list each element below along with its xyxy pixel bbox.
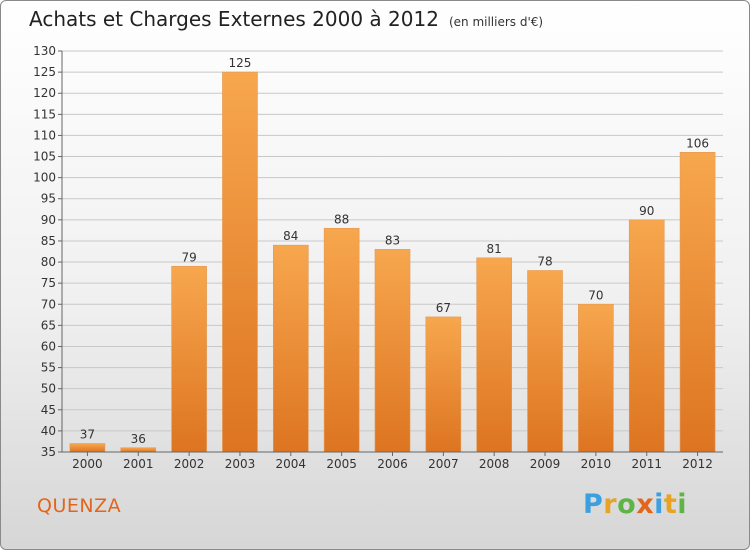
y-tick-label: 45 [41,403,56,417]
y-tick-label: 70 [41,297,56,311]
x-tick-label: 2002 [174,457,205,471]
x-tick-label: 2000 [72,457,103,471]
bar-value-label: 125 [229,56,252,70]
bar [476,257,512,453]
x-tick-label: 2004 [276,457,307,471]
y-tick-label: 95 [41,192,56,206]
bar [273,244,309,453]
y-tick-label: 130 [33,44,56,58]
y-tick-label: 105 [33,150,56,164]
x-tick-label: 2007 [428,457,459,471]
x-tick-label: 2005 [326,457,357,471]
bar-value-label: 90 [639,204,654,218]
y-tick-label: 125 [33,65,56,79]
bar-value-label: 79 [181,250,196,264]
y-tick-label: 65 [41,318,56,332]
bar-value-label: 78 [537,254,552,268]
logo-letter: i [654,489,664,520]
bar [69,443,106,453]
logo-letter: x [636,489,655,520]
bar-value-label: 36 [131,432,146,446]
y-tick-label: 115 [33,107,56,121]
bar [171,265,207,453]
x-tick-label: 2008 [479,457,510,471]
bar-value-label: 106 [686,136,709,150]
bar [679,152,716,453]
y-tick-label: 120 [33,86,56,100]
bar [323,227,360,453]
logo-letter: t [663,489,678,520]
bar [120,447,157,453]
bar-value-label: 67 [436,301,451,315]
bar [374,249,411,453]
x-tick-label: 2006 [377,457,408,471]
bar-value-label: 81 [487,242,502,256]
y-tick-label: 110 [33,128,56,142]
bar-value-label: 84 [283,229,298,243]
city-name: QUENZA [37,495,122,517]
x-tick-label: 2012 [682,457,713,471]
bar [527,270,563,453]
x-tick-label: 2010 [581,457,612,471]
bar [222,71,258,453]
bar [628,219,665,453]
x-tick-label: 2009 [530,457,561,471]
title-unit: (en milliers d'€) [448,15,544,29]
y-tick-label: 35 [41,445,56,459]
x-tick-label: 2001 [123,457,154,471]
bar-value-label: 83 [385,233,400,247]
proxiti-logo: Proxiti [583,489,687,520]
logo-letter: P [583,489,604,520]
bar-value-label: 37 [80,428,95,442]
y-tick-label: 85 [41,234,56,248]
x-tick-label: 2003 [225,457,256,471]
bar [425,316,462,453]
y-tick-label: 55 [41,361,56,375]
logo-letter: r [603,489,618,520]
y-tick-label: 60 [41,339,56,353]
y-tick-label: 40 [41,424,56,438]
bar-value-label: 88 [334,212,349,226]
bar-value-label: 70 [588,288,603,302]
y-tick-label: 100 [33,171,56,185]
y-tick-label: 90 [41,213,56,227]
title-text: Achats et Charges Externes 2000 à 2012 [29,7,439,31]
y-tick-label: 80 [41,255,56,269]
y-tick-label: 75 [41,276,56,290]
chart-title: Achats et Charges Externes 2000 à 2012 (e… [29,7,543,31]
logo-letter: o [617,489,637,520]
y-tick-label: 50 [41,382,56,396]
bar [578,303,614,453]
logo-letter: i [677,489,688,520]
x-tick-label: 2011 [631,457,662,471]
